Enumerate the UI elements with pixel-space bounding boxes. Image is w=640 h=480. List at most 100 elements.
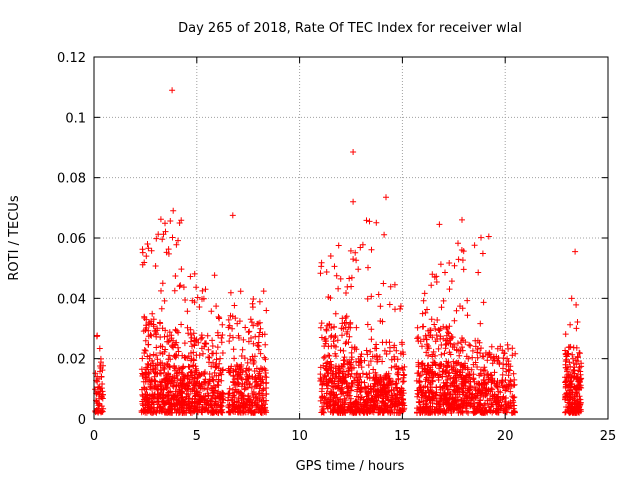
- data-point: [339, 370, 346, 377]
- data-point: [428, 374, 435, 381]
- data-point: [347, 319, 354, 326]
- data-point: [477, 320, 484, 327]
- data-point: [319, 393, 326, 400]
- data-point: [422, 404, 429, 411]
- data-point: [169, 343, 175, 350]
- data-point: [164, 333, 171, 340]
- data-point: [246, 328, 253, 335]
- data-point: [332, 383, 339, 390]
- data-point: [464, 312, 471, 319]
- data-point: [242, 376, 249, 383]
- data-point: [152, 263, 159, 269]
- data-point: [425, 345, 432, 352]
- data-point: [153, 362, 159, 369]
- data-point: [213, 303, 220, 310]
- data-point: [569, 351, 576, 358]
- data-point: [324, 385, 331, 392]
- data-point: [330, 407, 337, 414]
- data-point: [209, 343, 216, 349]
- data-point: [454, 389, 461, 396]
- data-point: [170, 207, 177, 214]
- data-point: [166, 376, 173, 382]
- data-point: [173, 407, 180, 414]
- data-point: [456, 369, 463, 376]
- data-point: [475, 407, 482, 414]
- data-point: [250, 322, 257, 329]
- data-point: [394, 356, 401, 363]
- data-point: [210, 377, 217, 384]
- data-point: [433, 273, 440, 280]
- data-point: [219, 350, 226, 356]
- data-point: [427, 381, 434, 387]
- data-point: [145, 245, 152, 252]
- data-point: [330, 398, 337, 405]
- data-point: [338, 325, 345, 332]
- data-point: [510, 370, 517, 377]
- data-point: [340, 390, 347, 397]
- data-point: [567, 321, 574, 328]
- data-point: [213, 363, 220, 370]
- data-point: [477, 366, 484, 373]
- data-point: [235, 388, 242, 395]
- data-point: [366, 370, 373, 377]
- data-point: [352, 249, 359, 256]
- data-point: [459, 344, 465, 351]
- data-point: [257, 325, 264, 332]
- data-point: [318, 394, 325, 401]
- data-point: [181, 340, 188, 347]
- data-point: [230, 334, 236, 341]
- data-point: [416, 409, 423, 416]
- data-point: [500, 365, 506, 372]
- data-point: [217, 355, 224, 362]
- data-point: [98, 374, 105, 380]
- data-point: [193, 336, 200, 343]
- data-point: [209, 374, 216, 380]
- data-point: [205, 382, 212, 388]
- data-point: [176, 283, 183, 290]
- data-point: [463, 392, 470, 399]
- data-point: [570, 406, 577, 413]
- data-point: [478, 345, 484, 352]
- data-point: [255, 343, 262, 350]
- data-point: [353, 371, 360, 378]
- data-point: [225, 408, 232, 415]
- data-point: [391, 363, 398, 370]
- data-point: [158, 287, 164, 294]
- data-point: [467, 342, 474, 349]
- data-point: [562, 331, 569, 338]
- data-point: [139, 391, 146, 398]
- data-point: [350, 409, 357, 415]
- data-point: [493, 353, 500, 360]
- data-point: [574, 382, 581, 389]
- data-point: [451, 317, 458, 324]
- data-point: [358, 364, 365, 371]
- data-point: [487, 407, 494, 414]
- data-point: [229, 402, 236, 409]
- data-point: [452, 394, 459, 401]
- data-point: [393, 385, 400, 392]
- data-point: [423, 349, 430, 356]
- data-point: [501, 398, 508, 405]
- data-point: [453, 405, 460, 412]
- data-point: [333, 353, 339, 360]
- data-point: [321, 380, 328, 387]
- data-point: [503, 361, 510, 368]
- data-point: [225, 316, 232, 323]
- data-point: [348, 349, 355, 356]
- data-point: [389, 378, 396, 385]
- data-point: [436, 392, 443, 398]
- data-point: [479, 385, 486, 392]
- data-point: [351, 377, 357, 384]
- data-point: [190, 362, 197, 369]
- x-axis-label: GPS time / hours: [296, 459, 405, 474]
- data-point: [344, 385, 351, 392]
- data-point: [397, 303, 404, 310]
- data-point: [257, 350, 264, 357]
- data-point: [194, 294, 201, 301]
- data-point: [218, 403, 225, 410]
- data-point: [236, 335, 242, 341]
- data-point: [573, 301, 580, 308]
- data-point: [348, 387, 354, 394]
- data-point: [333, 363, 339, 370]
- data-point: [235, 371, 242, 378]
